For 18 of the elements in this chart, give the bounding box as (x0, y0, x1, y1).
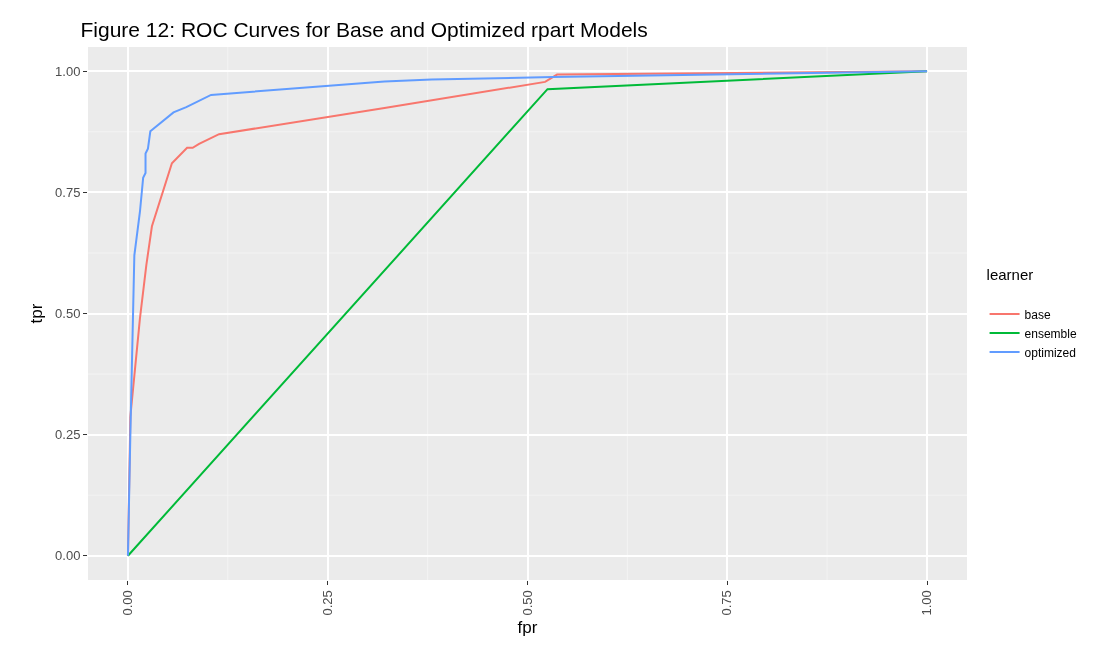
legend-label: optimized (1024, 345, 1076, 360)
x-tick-label: 0.75 (719, 590, 735, 616)
y-tick-label: 0.75 (55, 184, 81, 200)
chart-title: Figure 12: ROC Curves for Base and Optimized rpart Models (80, 18, 648, 42)
legend-label: ensemble (1024, 326, 1077, 341)
x-tick-label: 0.00 (120, 590, 136, 616)
x-tick-label: 0.50 (519, 590, 535, 616)
legend-title: learner (986, 266, 1034, 283)
y-tick-label: 0.50 (55, 306, 81, 322)
x-axis-title: fpr (517, 617, 538, 637)
y-axis-title: tpr (26, 303, 46, 324)
legend-label: base (1024, 307, 1051, 322)
y-tick-label: 0.00 (55, 548, 81, 564)
x-tick-label: 0.25 (319, 590, 335, 616)
y-tick-label: 1.00 (55, 63, 81, 79)
line-series (126, 70, 929, 557)
x-tick-label: 1.00 (919, 590, 935, 616)
y-tick-label: 0.25 (55, 427, 81, 443)
